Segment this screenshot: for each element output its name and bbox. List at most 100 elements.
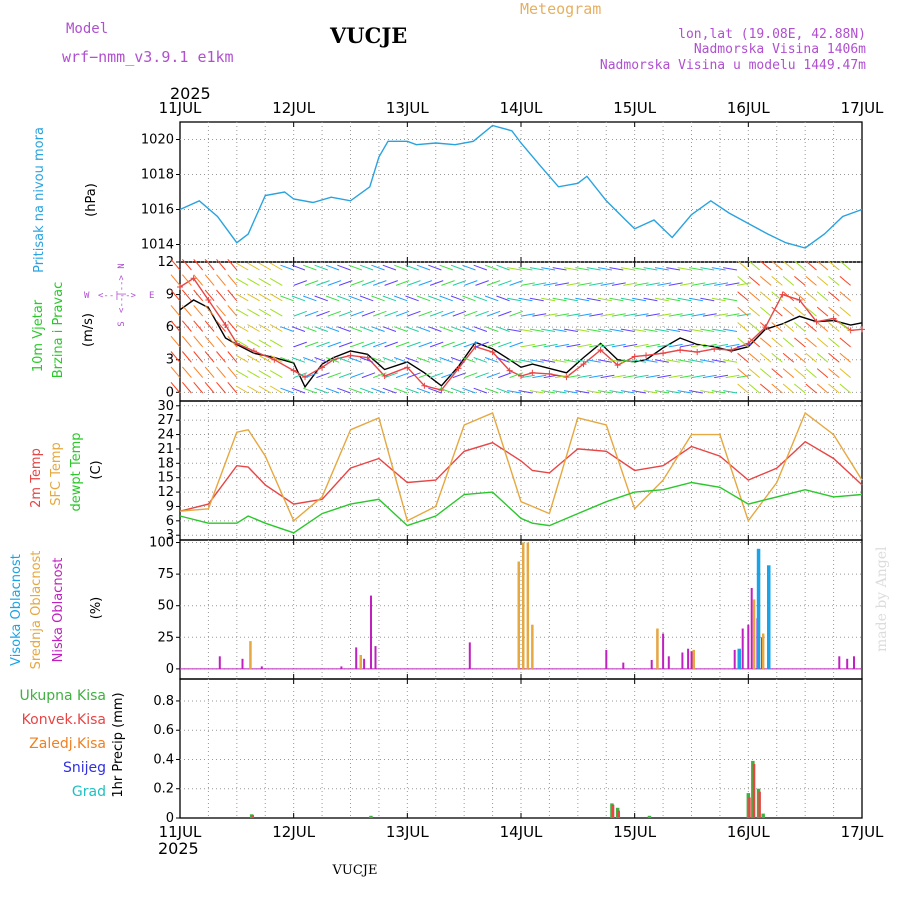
wind-barb-7-23 [441,372,455,379]
wind-barb-5-47 [714,343,729,348]
bar-precip-conv-2 [617,810,620,818]
ytick-label-precip-4: 0.8 [153,694,174,709]
wind-barb-5-10 [293,341,307,348]
wind-barb-4-35 [563,328,578,332]
wind-barb-5-35 [577,343,592,348]
ytick-label-cloud-1: 25 [157,630,174,645]
wind-barb-5-9 [269,339,283,348]
gust-point-17 [455,365,462,372]
wind-barb-7-10 [293,372,307,379]
wind-barb-5-26 [475,341,489,348]
wind-barb-0-2 [193,258,204,271]
wind-barb-0-20 [394,264,408,271]
wind-barb-6-3 [204,351,215,363]
ytick-label-temperature-4: 15 [157,471,174,486]
wind-barb-0-46 [689,267,703,271]
wind-barb-8-46 [689,390,703,394]
wind-barb-4-19 [382,326,397,332]
wind-barb-7-37 [600,374,615,379]
bar-cloud-low-15 [667,656,670,669]
wind-barb-6-1 [182,351,192,363]
wind-barb-0-17 [359,264,374,271]
wind-barb-1-40 [634,282,649,286]
wind-barb-7-59 [839,368,851,378]
gust-point-2 [205,297,212,304]
wind-barb-0-53 [771,260,783,271]
wind-barb-3-18 [384,310,398,317]
wind-barb-4-10 [280,326,294,332]
wind-barb-3-57 [816,306,829,317]
wind-barb-8-5 [227,381,238,394]
wind-barb-1-9 [269,277,283,286]
wind-barb-8-49 [723,390,738,394]
wind-barb-5-0 [170,335,181,348]
wind-barb-2-40 [620,297,635,302]
ytick-label-cloud-4: 100 [149,536,174,551]
wind-barb-2-46 [689,297,703,302]
wind-barb-8-56 [805,383,817,394]
ytick-label-precip-1: 0.2 [153,782,174,797]
wind-barb-0-0 [170,258,181,271]
wind-barb-6-31 [518,359,533,363]
wind-barb-1-49 [736,282,751,286]
wind-barb-3-42 [657,313,672,317]
gust-point-35 [745,340,752,347]
wind-barb-5-29 [509,341,523,348]
wind-barb-2-27 [473,295,488,302]
wind-barb-0-59 [839,260,851,271]
gust-point-37 [779,291,786,298]
wind-barb-1-8 [258,277,272,286]
wind-barb-7-56 [805,368,817,378]
wind-barb-2-4 [216,289,226,302]
wind-barb-2-39 [609,297,624,302]
wind-barb-4-12 [303,326,317,332]
bar-cloud-high-0 [737,648,741,669]
wind-barb-5-24 [452,341,467,348]
wind-barb-0-23 [428,264,442,271]
wind-barb-8-6 [235,385,249,394]
wind-barb-8-58 [828,383,840,394]
wind-barb-8-48 [711,390,726,394]
wind-barb-4-22 [416,326,431,332]
wind-barb-2-38 [598,297,612,302]
wind-barb-3-15 [350,310,364,317]
wind-barb-6-49 [723,359,738,363]
wind-barb-3-38 [611,313,626,317]
wind-barb-3-53 [771,306,783,317]
year-bottom: 2025 [158,839,199,858]
pressure-unit: (hPa) [84,183,99,217]
wind-barb-6-25 [450,357,465,363]
wind-barb-4-51 [748,322,761,332]
wind-barb-7-38 [611,374,626,379]
bar-cloud-low-18 [690,651,693,669]
wind-barb-6-26 [462,357,476,363]
wind-barb-6-56 [805,352,817,363]
wind-barb-6-38 [598,359,612,363]
wind-barb-3-55 [794,306,806,317]
wind-barb-0-3 [204,258,215,271]
bar-cloud-low-16 [681,652,684,669]
bar-cloud-low-17 [687,648,690,669]
wind-barb-6-57 [816,352,829,363]
wind-barb-1-35 [577,282,592,286]
wind-barb-8-11 [291,387,306,394]
wind-barb-6-40 [620,359,635,363]
wind-barb-5-2 [193,335,204,348]
wind-barb-1-36 [589,282,604,286]
wind-barb-8-16 [348,387,363,394]
wind-barb-1-43 [668,282,683,286]
wind-barb-2-51 [748,291,761,302]
wind-barb-3-31 [532,313,547,317]
wind-barb-3-49 [736,313,751,317]
wind-barb-0-55 [794,260,806,271]
wind-barb-5-12 [316,341,330,348]
gust-point-22 [529,369,536,376]
wind-barb-4-2 [193,320,204,332]
compass-s: S [117,321,127,326]
ytick-label-precip-2: 0.4 [153,752,174,767]
wind-barb-3-27 [486,310,501,317]
wind-barb-8-22 [416,387,431,394]
wind-barb-5-57 [816,337,829,348]
xlabel-bottom-6: 17JUL [841,823,884,841]
wind-barb-5-52 [759,337,772,348]
